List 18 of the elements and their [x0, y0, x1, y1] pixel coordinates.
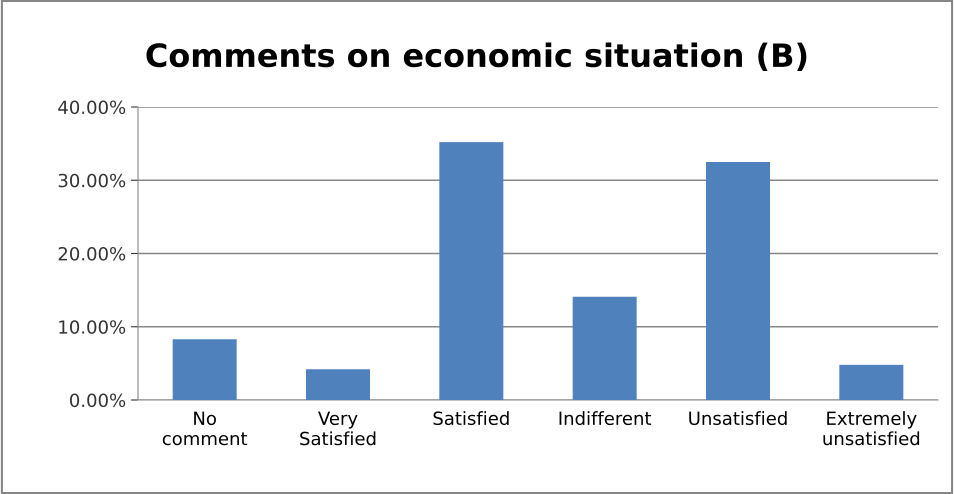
- x-tick-label: Extremely unsatisfied: [823, 411, 920, 446]
- bar: [706, 162, 770, 400]
- x-tick-label: Unsatisfied: [689, 411, 787, 426]
- x-tick-label: No comment: [162, 412, 248, 446]
- y-tick-label: 40.00%: [58, 100, 126, 114]
- bar: [172, 339, 237, 400]
- chart-title: Comments on economic situation (B): [146, 42, 806, 72]
- x-tick-label: Very Satisfied: [300, 412, 376, 446]
- x-tick-label: Satisfied: [434, 411, 509, 426]
- x-tick-label: Indifferent: [560, 411, 652, 426]
- bar: [439, 142, 504, 400]
- y-tick-label: 10.00%: [59, 320, 126, 334]
- y-tick-label: 30.00%: [58, 174, 126, 188]
- y-tick-label: 20.00%: [58, 246, 126, 261]
- bar: [306, 369, 370, 400]
- y-tick-label: 0.00%: [70, 393, 126, 408]
- bar: [839, 364, 904, 400]
- bar: [572, 296, 637, 400]
